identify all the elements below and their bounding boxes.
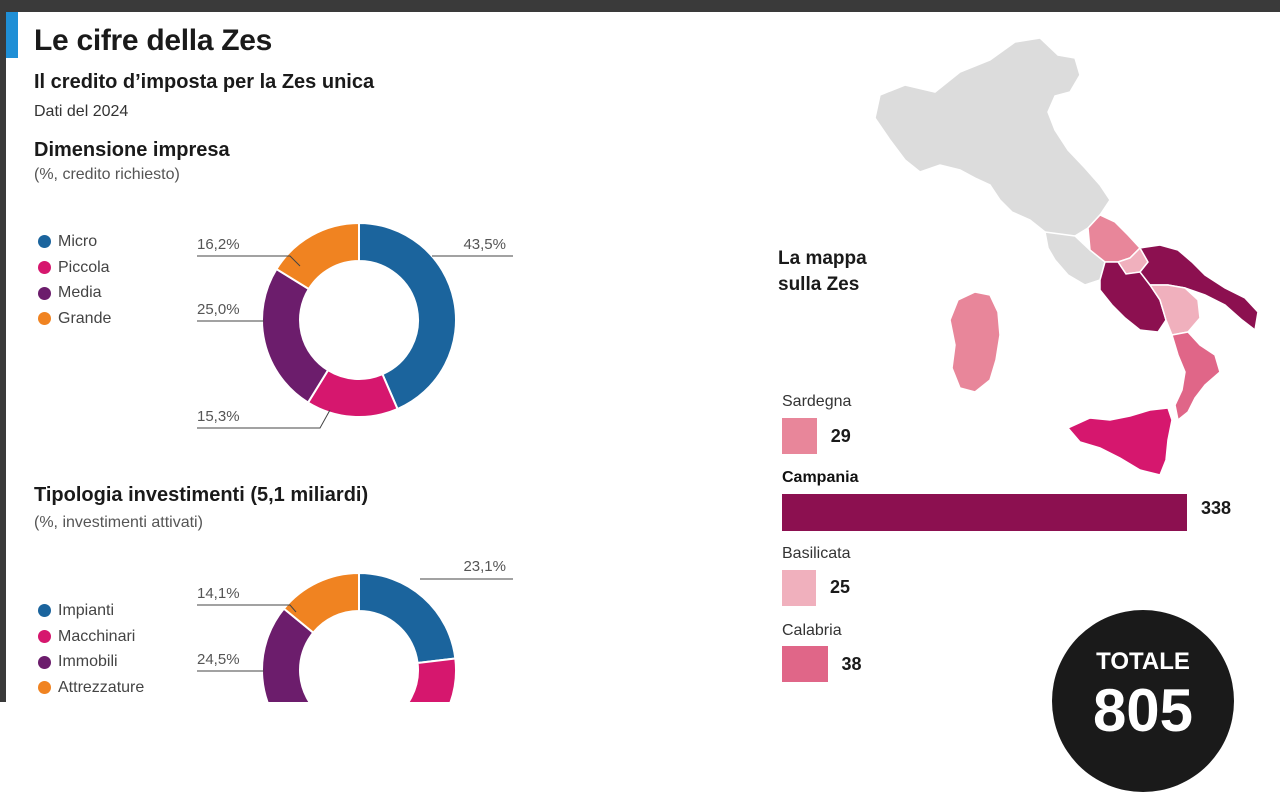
map-campania: [1099, 261, 1167, 333]
map-puglia: [1138, 244, 1259, 332]
pct-label-attrezzature: 14,1%: [197, 585, 240, 602]
region-name-basilicata: Basilicata: [782, 545, 851, 562]
map-calabria: [1171, 331, 1221, 422]
map-italy-centre: [1044, 231, 1106, 286]
legend-item-immobili: Immobili: [38, 649, 144, 675]
legend-dot: [38, 655, 51, 669]
legend-label: Grande: [58, 309, 112, 327]
callout-line-attrezzature: [197, 604, 297, 613]
map-title-line2: sulla Zes: [778, 274, 860, 295]
map-sicilia: [1066, 407, 1173, 476]
bar-value-basilicata: 25: [830, 577, 851, 597]
legend-item-grande: Grande: [38, 306, 111, 332]
pct-label-grande: 16,2%: [197, 236, 240, 253]
bar-value-campania: 338: [1201, 498, 1232, 518]
bar-sardegna: [782, 418, 817, 454]
bar-calabria: [782, 646, 828, 682]
totale-value: 805: [1092, 677, 1194, 744]
map-italy-north: [874, 37, 1111, 241]
page-subtitle: Il credito d’imposta per la Zes unica: [34, 71, 375, 93]
page-title: Le cifre della Zes: [34, 24, 273, 57]
legend-label: Piccola: [58, 258, 110, 276]
donut-slice-media: [261, 267, 330, 404]
section2-title: Tipologia investimenti (5,1 miliardi): [34, 484, 369, 506]
map-title: La mappa sulla Zes: [778, 246, 867, 298]
legend-item-piccola: Piccola: [38, 255, 111, 281]
bar-basilicata: [782, 570, 816, 606]
legend-label: Micro: [58, 232, 98, 250]
donut-tipologia-investimenti: 23,1% 14,1% 24,5%: [197, 558, 513, 702]
legend-label: Media: [58, 284, 102, 302]
section1-subtitle: (%, credito richiesto): [34, 166, 180, 183]
map-basilicata: [1148, 284, 1201, 336]
donut-dimensione-impresa: 43,5% 16,2% 25,0% 15,3%: [197, 221, 513, 429]
donut-slice-macchinari: [407, 657, 457, 702]
legend-dot: [38, 681, 51, 695]
legend-dot: [38, 604, 51, 618]
legend-item-macchinari: Macchinari: [38, 624, 144, 650]
legend-item-impianti: Impianti: [38, 598, 144, 624]
legend-dot: [38, 312, 51, 326]
map-sardegna: [949, 291, 1001, 393]
totale-badge: TOTALE 805: [1052, 610, 1234, 792]
legend-item-micro: Micro: [38, 229, 111, 255]
region-name-sardegna: Sardegna: [782, 393, 852, 410]
left-edge: [0, 12, 6, 702]
totale-label: TOTALE: [1096, 648, 1190, 675]
pct-label-piccola: 15,3%: [197, 408, 240, 425]
legend-dot: [38, 630, 51, 644]
donut-slice-micro: [358, 221, 457, 411]
legend-dot: [38, 235, 51, 249]
legend-dot: [38, 286, 51, 300]
section2-subtitle: (%, investimenti attivati): [34, 514, 203, 531]
donut-slice-attrezzature: [282, 571, 360, 635]
donut-slice-grande: [275, 221, 360, 291]
charts-canvas: 43,5% 16,2% 25,0% 15,3% 23,1% 14,1% 24,5%: [197, 37, 1259, 702]
legend-item-attrezzature: Attrezzature: [38, 675, 144, 701]
legend-label: Immobili: [58, 653, 118, 671]
region-name-campania: Campania: [782, 469, 859, 486]
pct-label-immobili: 24,5%: [197, 651, 240, 668]
legend-label: Attrezzature: [58, 678, 145, 696]
bar-campania: [782, 494, 1187, 531]
donut-slice-impianti: [358, 571, 457, 665]
title-accent: [6, 12, 18, 58]
legend-label: Impianti: [58, 601, 115, 619]
bar-value-calabria: 38: [841, 654, 862, 674]
pct-label-micro: 43,5%: [463, 236, 506, 253]
section1-title: Dimensione impresa: [34, 139, 230, 161]
map-title-line1: La mappa: [778, 248, 867, 269]
pct-label-impianti: 23,1%: [463, 558, 506, 575]
section1-legend: Micro Piccola Media Grande: [38, 229, 111, 332]
data-year: Dati del 2024: [34, 103, 129, 120]
italy-map: [874, 37, 1259, 476]
legend-dot: [38, 261, 51, 275]
top-bar: [0, 0, 1280, 12]
section2-legend: Impianti Macchinari Immobili Attrezzatur…: [38, 598, 144, 701]
bar-value-sardegna: 29: [830, 426, 851, 446]
legend-item-media: Media: [38, 280, 111, 306]
pct-label-media: 25,0%: [197, 301, 240, 318]
region-name-calabria: Calabria: [782, 622, 842, 639]
callout-line-grande: [197, 255, 301, 267]
callout-line-piccola: [197, 409, 331, 429]
legend-label: Macchinari: [58, 627, 136, 645]
